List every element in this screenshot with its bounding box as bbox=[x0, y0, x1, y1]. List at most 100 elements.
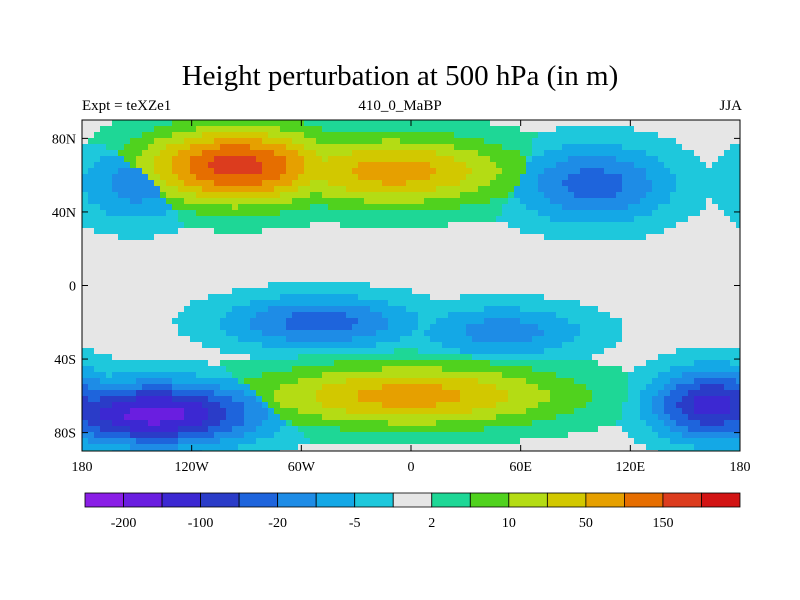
field-cell bbox=[718, 192, 724, 198]
field-cell bbox=[280, 204, 286, 210]
field-cell bbox=[466, 336, 472, 342]
field-cell bbox=[682, 216, 688, 222]
field-cell bbox=[676, 378, 682, 384]
field-cell bbox=[556, 324, 562, 330]
field-cell bbox=[316, 204, 322, 210]
field-cell bbox=[226, 222, 232, 228]
field-cell bbox=[166, 222, 172, 228]
field-cell bbox=[154, 126, 160, 132]
field-cell bbox=[256, 144, 262, 150]
field-cell bbox=[568, 198, 574, 204]
field-cell bbox=[490, 216, 496, 222]
field-cell bbox=[490, 324, 496, 330]
field-cell bbox=[196, 162, 202, 168]
field-cell bbox=[574, 198, 580, 204]
field-cell bbox=[88, 216, 94, 222]
field-cell bbox=[178, 378, 184, 384]
field-cell bbox=[262, 438, 268, 444]
field-cell bbox=[148, 228, 154, 234]
field-cell bbox=[520, 336, 526, 342]
field-cell bbox=[256, 420, 262, 426]
field-cell bbox=[340, 318, 346, 324]
field-cell bbox=[268, 312, 274, 318]
field-cell bbox=[430, 360, 436, 366]
field-cell bbox=[580, 186, 586, 192]
field-cell bbox=[328, 294, 334, 300]
field-cell bbox=[658, 198, 664, 204]
field-cell bbox=[316, 426, 322, 432]
field-cell bbox=[502, 372, 508, 378]
field-cell bbox=[466, 216, 472, 222]
field-cell bbox=[640, 132, 646, 138]
field-cell bbox=[118, 372, 124, 378]
field-cell bbox=[532, 384, 538, 390]
field-cell bbox=[322, 216, 328, 222]
field-cell bbox=[364, 378, 370, 384]
field-cell bbox=[316, 408, 322, 414]
field-cell bbox=[160, 366, 166, 372]
field-cell bbox=[112, 360, 118, 366]
field-cell bbox=[484, 144, 490, 150]
field-cell bbox=[142, 378, 148, 384]
field-cell bbox=[172, 210, 178, 216]
field-cell bbox=[202, 360, 208, 366]
field-cell bbox=[226, 408, 232, 414]
field-cell bbox=[130, 162, 136, 168]
field-cell bbox=[118, 390, 124, 396]
field-cell bbox=[262, 336, 268, 342]
field-cell bbox=[406, 300, 412, 306]
field-cell bbox=[646, 186, 652, 192]
field-cell bbox=[412, 198, 418, 204]
field-cell bbox=[310, 330, 316, 336]
field-cell bbox=[724, 198, 730, 204]
field-cell bbox=[364, 222, 370, 228]
field-cell bbox=[148, 234, 154, 240]
field-cell bbox=[688, 396, 694, 402]
field-cell bbox=[214, 408, 220, 414]
field-cell bbox=[430, 156, 436, 162]
field-cell bbox=[538, 336, 544, 342]
field-cell bbox=[574, 402, 580, 408]
field-cell bbox=[442, 138, 448, 144]
field-cell bbox=[178, 384, 184, 390]
field-cell bbox=[538, 402, 544, 408]
field-cell bbox=[388, 402, 394, 408]
field-cell bbox=[220, 180, 226, 186]
field-cell bbox=[166, 162, 172, 168]
field-cell bbox=[262, 378, 268, 384]
field-cell bbox=[352, 126, 358, 132]
field-cell bbox=[142, 156, 148, 162]
field-cell bbox=[556, 138, 562, 144]
field-cell bbox=[490, 174, 496, 180]
field-cell bbox=[454, 348, 460, 354]
field-cell bbox=[118, 210, 124, 216]
field-cell bbox=[454, 210, 460, 216]
field-cell bbox=[382, 294, 388, 300]
field-cell bbox=[130, 378, 136, 384]
field-cell bbox=[478, 318, 484, 324]
field-cell bbox=[574, 204, 580, 210]
field-cell bbox=[496, 408, 502, 414]
field-cell bbox=[496, 318, 502, 324]
field-cell bbox=[220, 132, 226, 138]
field-cell bbox=[100, 144, 106, 150]
field-cell bbox=[250, 138, 256, 144]
field-cell bbox=[412, 138, 418, 144]
field-cell bbox=[430, 174, 436, 180]
field-cell bbox=[520, 222, 526, 228]
field-cell bbox=[688, 174, 694, 180]
field-cell bbox=[100, 192, 106, 198]
field-cell bbox=[334, 156, 340, 162]
field-cell bbox=[736, 366, 740, 372]
field-cell bbox=[634, 438, 640, 444]
field-cell bbox=[682, 426, 688, 432]
field-cell bbox=[484, 372, 490, 378]
field-cell bbox=[376, 414, 382, 420]
field-cell bbox=[394, 402, 400, 408]
field-cell bbox=[700, 384, 706, 390]
field-cell bbox=[538, 420, 544, 426]
field-cell bbox=[508, 174, 514, 180]
field-cell bbox=[130, 366, 136, 372]
field-cell bbox=[418, 336, 424, 342]
field-cell bbox=[196, 384, 202, 390]
